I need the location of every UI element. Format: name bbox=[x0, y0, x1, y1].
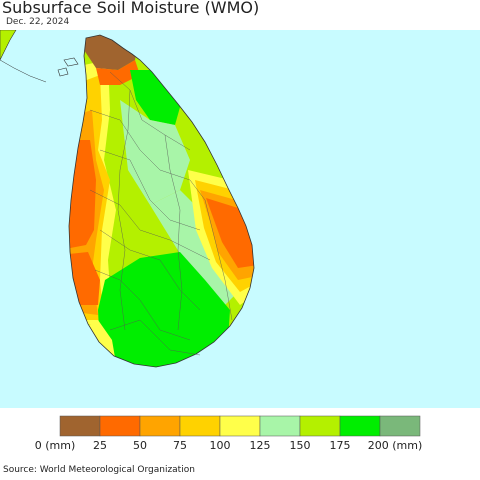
legend-swatch bbox=[139, 415, 181, 437]
district-boundaries bbox=[89, 71, 233, 356]
legend-swatch bbox=[299, 415, 341, 437]
legend-swatch bbox=[59, 415, 101, 437]
india-coast bbox=[0, 30, 17, 61]
legend-swatch bbox=[339, 415, 381, 437]
legend-tick-label: 75 bbox=[173, 439, 187, 452]
island bbox=[63, 57, 79, 67]
legend-tick-label: 125 bbox=[250, 439, 271, 452]
island bbox=[57, 67, 69, 77]
soil-moisture-map bbox=[0, 30, 480, 408]
source-text: Source: World Meteorological Organizatio… bbox=[3, 465, 195, 475]
legend-tick-label: 100 bbox=[210, 439, 231, 452]
legend-tick-label: 150 bbox=[290, 439, 311, 452]
legend-tick-label: 175 bbox=[330, 439, 351, 452]
legend-swatch bbox=[99, 415, 141, 437]
legend-swatch bbox=[379, 415, 421, 437]
map-title: Subsurface Soil Moisture (WMO) bbox=[2, 0, 260, 17]
legend: 0 (mm) 25 50 75 100 125 150 175 200 (mm) bbox=[35, 415, 423, 452]
map-date: Dec. 22, 2024 bbox=[6, 17, 70, 27]
legend-tick-label: 25 bbox=[93, 439, 107, 452]
legend-label-200mm: 200 (mm) bbox=[368, 439, 423, 452]
legend-swatch bbox=[179, 415, 221, 437]
india-coast-line bbox=[0, 59, 47, 83]
legend-swatch bbox=[219, 415, 261, 437]
legend-swatch bbox=[259, 415, 301, 437]
legend-tick-label: 50 bbox=[133, 439, 147, 452]
legend-label-0mm: 0 (mm) bbox=[35, 439, 76, 452]
